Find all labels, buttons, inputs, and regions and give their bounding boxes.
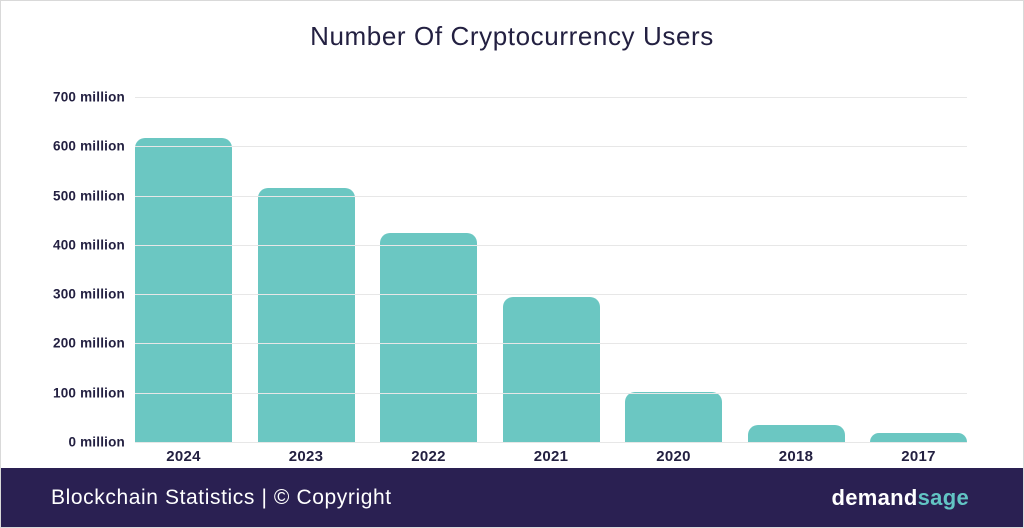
x-tick-label: 2024 bbox=[166, 448, 201, 465]
footer-copyright-text: Blockchain Statistics | © Copyright bbox=[51, 485, 392, 509]
bar-2017 bbox=[870, 433, 967, 442]
x-tick-label: 2022 bbox=[411, 448, 446, 465]
bar-2022 bbox=[380, 232, 477, 442]
x-axis: 2024 2023 2022 2021 2020 2018 2017 bbox=[135, 448, 967, 465]
brand-logo: demandsage bbox=[831, 485, 969, 511]
gridline bbox=[135, 146, 967, 148]
y-tick-label: 400 million bbox=[53, 237, 125, 253]
bar-2020 bbox=[625, 392, 722, 442]
y-tick-label: 700 million bbox=[53, 89, 125, 105]
gridline bbox=[135, 343, 967, 345]
footer-bar: Blockchain Statistics | © Copyright dema… bbox=[1, 468, 1023, 527]
y-axis: 700 million 600 million 500 million 400 mil… bbox=[1, 90, 125, 450]
plot-area bbox=[135, 97, 967, 443]
x-tick-label: 2023 bbox=[288, 448, 324, 465]
y-tick-label: 500 million bbox=[53, 188, 125, 204]
y-tick-label: 300 million bbox=[53, 286, 125, 302]
bar-2018 bbox=[747, 424, 845, 442]
gridline bbox=[135, 392, 967, 394]
brand-logo-part1: demand bbox=[831, 484, 918, 510]
y-tick-label: 600 million bbox=[53, 138, 125, 154]
chart-title: Number Of Cryptocurrency Users bbox=[310, 21, 714, 51]
bar-2023 bbox=[257, 187, 355, 442]
gridline bbox=[135, 294, 967, 296]
brand-logo-part2: sage bbox=[917, 484, 969, 510]
x-tick-label: 2017 bbox=[901, 448, 936, 465]
y-tick-label: 0 million bbox=[68, 434, 125, 450]
bar-2021 bbox=[502, 296, 600, 442]
gridline bbox=[135, 442, 967, 443]
y-tick-label: 200 million bbox=[53, 335, 125, 351]
bar-series bbox=[135, 97, 967, 442]
gridline bbox=[135, 97, 967, 98]
x-tick-label: 2021 bbox=[533, 448, 569, 465]
gridline bbox=[135, 195, 967, 197]
y-tick-label: 100 million bbox=[53, 385, 125, 401]
bar-2024 bbox=[135, 137, 232, 442]
x-tick-label: 2018 bbox=[778, 448, 814, 465]
x-tick-label: 2020 bbox=[656, 448, 691, 465]
gridline bbox=[135, 244, 967, 246]
